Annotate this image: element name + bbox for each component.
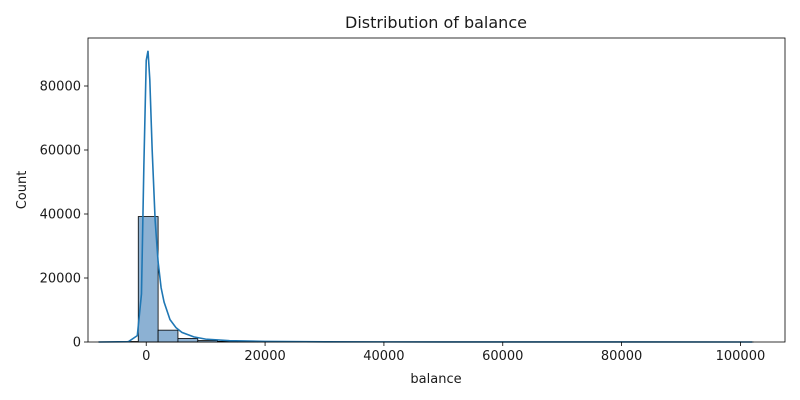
x-axis-label: balance	[410, 372, 461, 387]
x-tick-label: 60000	[482, 349, 523, 364]
x-axis-ticks: 0 20000 40000 60000 80000 100000	[142, 342, 765, 364]
kde-line	[98, 50, 753, 343]
y-tick-label: 60000	[40, 144, 81, 159]
y-axis-label: Count	[15, 171, 30, 210]
kde-curve-group	[98, 50, 753, 343]
x-tick-label: 0	[142, 349, 150, 364]
y-tick-label: 20000	[40, 272, 81, 287]
y-tick-label: 80000	[40, 80, 81, 95]
histogram-bar	[177, 338, 199, 343]
y-tick-label: 0	[73, 336, 81, 351]
plot-frame	[87, 37, 786, 343]
x-tick-label: 20000	[244, 349, 285, 364]
x-tick-label: 100000	[716, 349, 766, 364]
chart-title: Distribution of balance	[345, 13, 527, 32]
histogram-bar	[157, 329, 179, 343]
y-tick-label: 40000	[40, 208, 81, 223]
histogram-bars	[98, 216, 754, 343]
x-tick-label: 80000	[601, 349, 642, 364]
y-axis-ticks: 0 20000 40000 60000 80000	[40, 80, 88, 351]
x-tick-label: 40000	[363, 349, 404, 364]
